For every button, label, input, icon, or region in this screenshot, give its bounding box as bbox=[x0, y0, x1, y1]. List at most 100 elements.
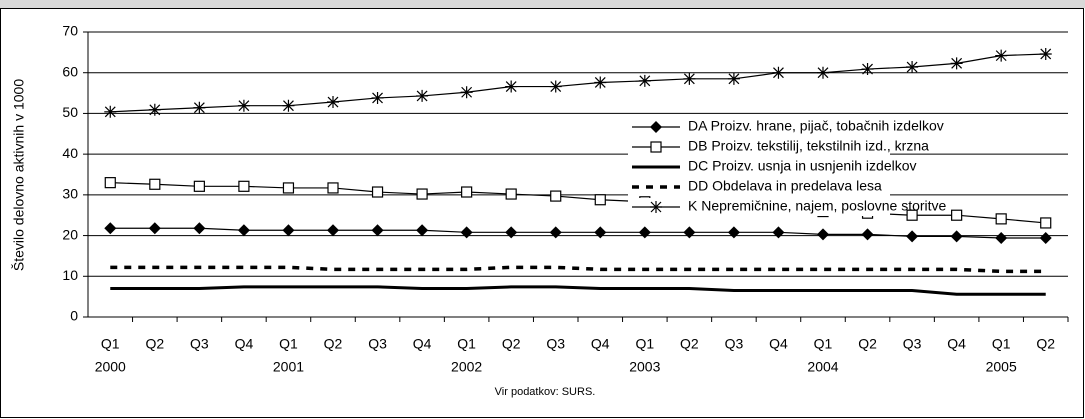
x-tick-label: Q2 bbox=[324, 336, 343, 352]
marker bbox=[995, 213, 1007, 225]
marker bbox=[650, 121, 662, 133]
source-note: Vir podatkov: SURS. bbox=[495, 386, 596, 398]
marker bbox=[683, 226, 696, 239]
x-group-label: 2001 bbox=[273, 359, 304, 375]
marker bbox=[237, 99, 250, 112]
x-tick-label: Q4 bbox=[413, 336, 432, 352]
x-tick-label: Q3 bbox=[903, 336, 922, 352]
marker bbox=[1039, 232, 1052, 245]
x-group-label: 2003 bbox=[629, 359, 660, 375]
marker bbox=[237, 224, 250, 237]
marker bbox=[148, 103, 161, 116]
y-tick-label: 50 bbox=[62, 104, 78, 120]
marker bbox=[282, 224, 295, 237]
legend-label: DB Proizv. tekstilij, tekstilnih izd., k… bbox=[688, 138, 929, 154]
legend-label: DD Obdelava in predelava lesa bbox=[688, 178, 882, 194]
marker bbox=[995, 232, 1008, 245]
x-tick-label: Q4 bbox=[591, 336, 610, 352]
marker bbox=[104, 105, 117, 118]
y-tick-label: 70 bbox=[62, 23, 78, 39]
x-tick-label: Q3 bbox=[546, 336, 565, 352]
marker bbox=[505, 80, 518, 93]
marker bbox=[1040, 217, 1052, 229]
marker bbox=[193, 101, 206, 114]
marker bbox=[505, 226, 518, 239]
x-tick-label: Q3 bbox=[725, 336, 744, 352]
marker bbox=[327, 182, 339, 194]
x-tick-label: Q4 bbox=[235, 336, 254, 352]
y-tick-label: 20 bbox=[62, 226, 78, 242]
series-line bbox=[110, 227, 1046, 239]
marker bbox=[148, 222, 161, 235]
marker bbox=[817, 228, 829, 241]
marker bbox=[638, 74, 651, 87]
x-tick-label: Q1 bbox=[992, 336, 1011, 352]
y-tick-label: 60 bbox=[62, 63, 78, 79]
marker bbox=[238, 180, 250, 192]
x-tick-label: Q3 bbox=[190, 336, 209, 352]
legend-bg bbox=[628, 118, 890, 136]
x-tick-label: Q2 bbox=[145, 336, 164, 352]
y-tick-label: 30 bbox=[62, 186, 78, 202]
x-group-label: 2005 bbox=[986, 359, 1017, 375]
series-line bbox=[110, 53, 1046, 113]
marker bbox=[817, 66, 829, 79]
series-line bbox=[110, 265, 1046, 274]
x-group-label: 2000 bbox=[95, 359, 126, 375]
x-tick-label: Q1 bbox=[635, 336, 654, 352]
x-tick-label: Q2 bbox=[1036, 336, 1055, 352]
legend-label: DA Proizv. hrane, pijač, tobačnih izdelk… bbox=[688, 118, 944, 134]
marker bbox=[550, 190, 562, 202]
series-line bbox=[110, 285, 1046, 296]
marker bbox=[282, 182, 295, 194]
marker bbox=[638, 226, 651, 239]
marker bbox=[371, 186, 384, 198]
marker bbox=[594, 226, 607, 239]
legend-bg bbox=[628, 178, 890, 196]
marker bbox=[650, 201, 662, 213]
marker bbox=[193, 180, 205, 192]
marker bbox=[371, 91, 384, 104]
marker bbox=[327, 224, 339, 237]
legend-bg bbox=[628, 158, 890, 176]
x-tick-label: Q3 bbox=[368, 336, 387, 352]
marker bbox=[772, 226, 785, 239]
x-tick-label: Q1 bbox=[279, 336, 298, 352]
marker bbox=[505, 188, 517, 200]
marker bbox=[995, 49, 1008, 62]
marker bbox=[861, 63, 874, 76]
marker bbox=[861, 228, 874, 241]
marker bbox=[461, 186, 473, 198]
legend-label: DC Proizv. usnja in usnjenih izdelkov bbox=[688, 158, 917, 174]
x-tick-label: Q2 bbox=[502, 336, 521, 352]
marker bbox=[282, 99, 295, 112]
marker bbox=[951, 209, 963, 221]
x-tick-label: Q2 bbox=[680, 336, 699, 352]
marker bbox=[416, 224, 429, 237]
x-group-label: 2002 bbox=[451, 359, 482, 375]
marker bbox=[950, 57, 963, 70]
x-tick-label: Q2 bbox=[858, 336, 877, 352]
legend-bg bbox=[628, 138, 890, 156]
x-tick-label: Q4 bbox=[947, 336, 966, 352]
marker bbox=[327, 96, 339, 109]
chart-border bbox=[0, 8, 1084, 418]
marker bbox=[683, 72, 696, 85]
marker bbox=[104, 222, 117, 235]
marker bbox=[193, 222, 206, 235]
marker bbox=[460, 86, 473, 99]
marker bbox=[950, 230, 963, 243]
marker bbox=[594, 194, 606, 206]
marker bbox=[906, 230, 919, 243]
marker bbox=[906, 209, 918, 221]
marker bbox=[650, 141, 662, 153]
x-tick-label: Q4 bbox=[769, 336, 788, 352]
y-tick-label: 0 bbox=[70, 308, 78, 324]
marker bbox=[549, 80, 562, 93]
y-tick-label: 40 bbox=[62, 145, 78, 161]
marker bbox=[594, 76, 607, 89]
marker bbox=[906, 61, 919, 74]
y-tick-label: 10 bbox=[62, 267, 78, 283]
marker bbox=[727, 72, 740, 85]
